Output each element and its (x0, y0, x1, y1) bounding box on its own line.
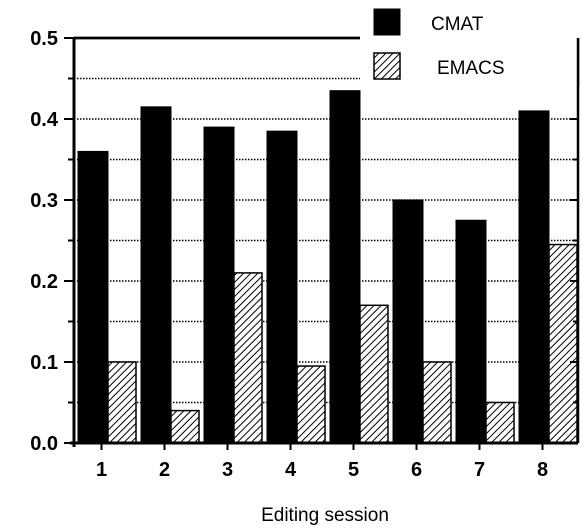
bar-cmat-4 (266, 130, 298, 444)
bar-cmat-1 (77, 150, 109, 444)
bar-cmat-6 (392, 199, 424, 444)
y-tick-label: 0.0 (30, 433, 58, 455)
legend: CMAT EMACS (74, 0, 580, 86)
bar-emacs-4 (296, 365, 326, 444)
x-axis-title: Editing session (261, 505, 389, 526)
bar-emacs-6 (422, 361, 452, 444)
bar-cmat-8 (518, 110, 550, 444)
bar-cmat-7 (455, 219, 487, 444)
y-tick-label: 0.5 (30, 28, 58, 50)
x-tick-label: 3 (222, 459, 233, 481)
legend-swatch-emacs (373, 52, 401, 80)
y-tick-label: 0.2 (30, 271, 58, 293)
y-tick-label: 0.4 (30, 109, 59, 131)
y-tick-label: 0.3 (30, 190, 58, 212)
bar-emacs-1 (107, 361, 137, 444)
legend-label-cmat: CMAT (431, 14, 484, 35)
x-tick-label: 6 (411, 459, 422, 481)
x-tick-label: 4 (285, 459, 297, 481)
legend-swatch-cmat (373, 8, 401, 36)
x-tick-label: 2 (159, 459, 170, 481)
x-tick-label: 1 (96, 459, 107, 481)
bar-emacs-8 (548, 243, 578, 444)
bar-emacs-2 (170, 409, 200, 444)
x-tick-label: 7 (474, 459, 485, 481)
bar-emacs-5 (359, 304, 389, 444)
x-tick-label: 8 (537, 459, 548, 481)
x-tick-label: 5 (348, 459, 359, 481)
bar-cmat-2 (140, 106, 172, 444)
y-tick-label: 0.1 (30, 352, 58, 374)
bar-emacs-7 (485, 401, 515, 444)
tick-labels: 1 2 3 4 5 6 7 8 0.0 0.1 0.2 0.3 0.4 0.5 (30, 28, 548, 481)
bar-cmat-3 (203, 126, 235, 444)
bar-emacs-3 (233, 272, 263, 444)
bar-cmat-5 (329, 90, 361, 444)
bars (77, 90, 578, 444)
legend-label-emacs: EMACS (437, 58, 505, 79)
